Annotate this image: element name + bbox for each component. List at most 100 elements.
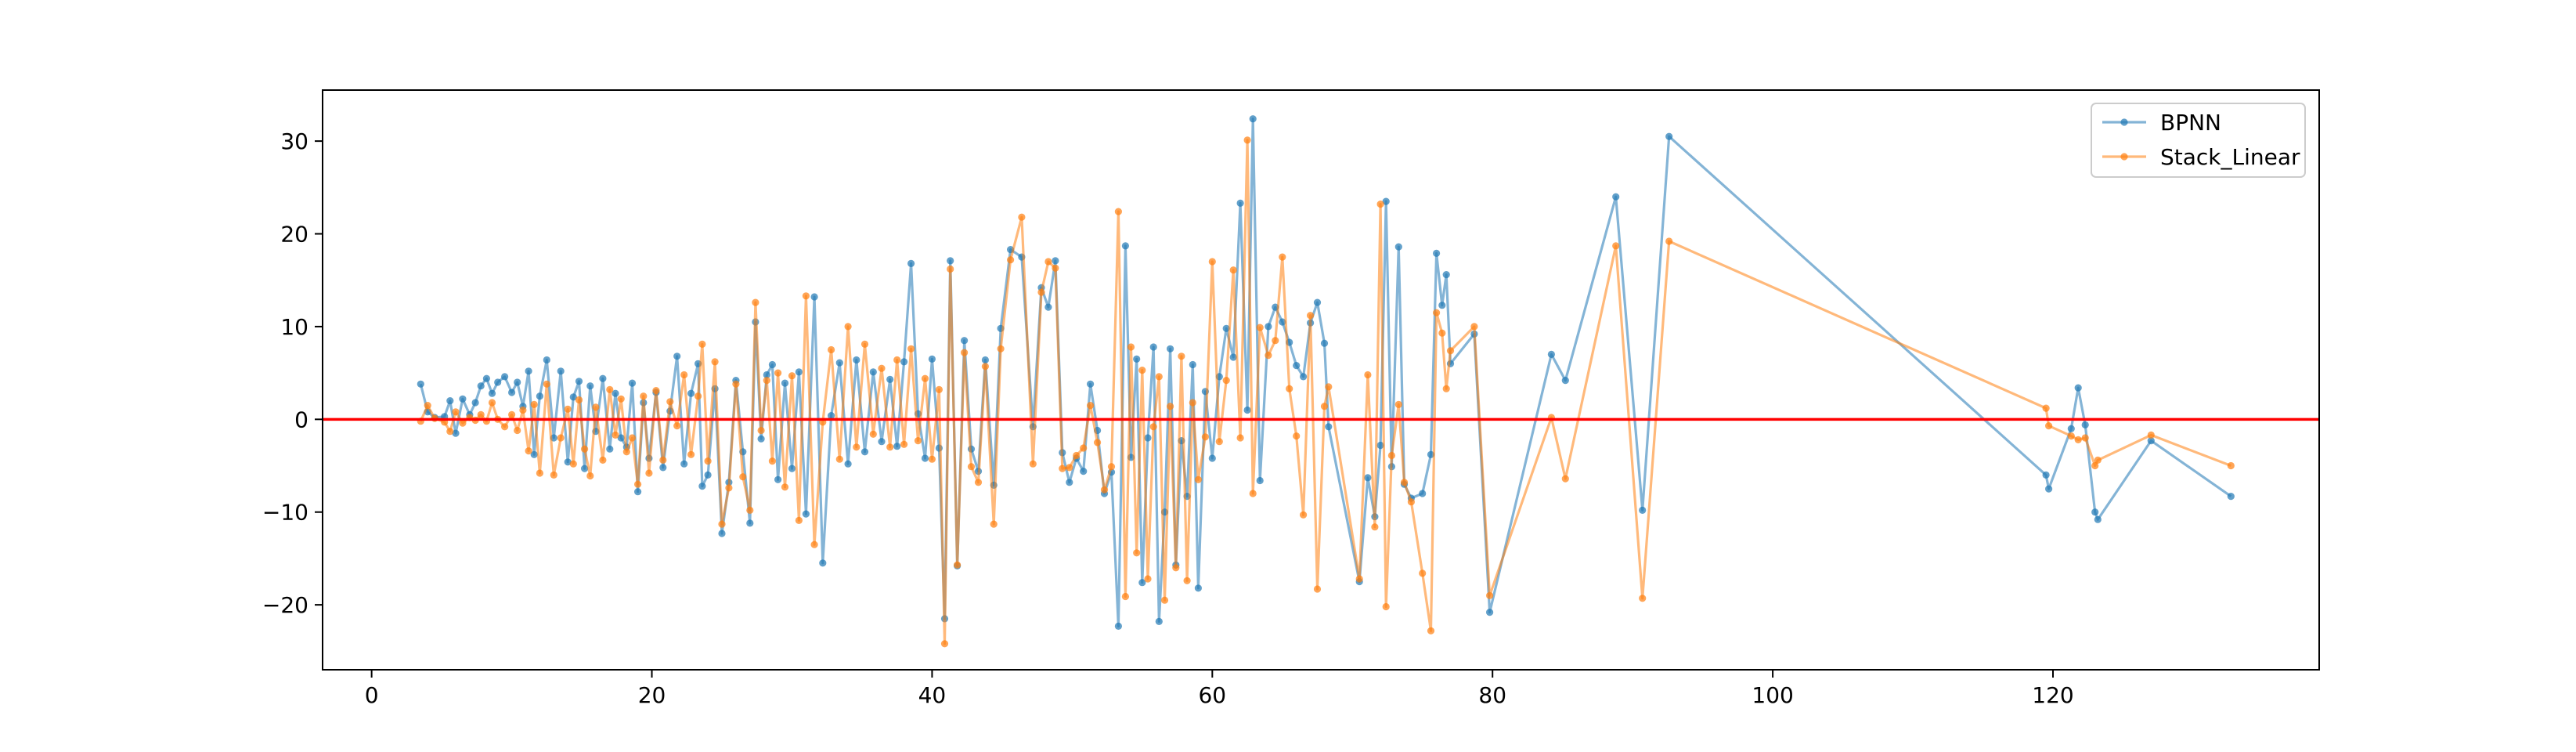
- data-point-bpnn: [2074, 384, 2082, 392]
- data-point-stack-linear: [1087, 402, 1095, 410]
- data-point-bpnn: [687, 389, 695, 397]
- data-point-stack-linear: [569, 460, 577, 468]
- data-point-stack-linear: [954, 561, 961, 569]
- data-point-bpnn: [768, 360, 777, 369]
- data-point-stack-linear: [2081, 434, 2089, 442]
- data-point-stack-linear: [1172, 564, 1180, 572]
- y-tick-label: −20: [262, 592, 308, 618]
- data-point-stack-linear: [1018, 213, 1026, 221]
- data-point-stack-linear: [666, 398, 674, 406]
- data-point-stack-linear: [1194, 475, 1202, 483]
- legend-entry-bpnn[interactable]: BPNN: [2102, 110, 2221, 136]
- data-point-stack-linear: [2042, 404, 2050, 412]
- data-point-stack-linear: [1201, 433, 1209, 441]
- legend-swatch-marker: [2120, 153, 2128, 161]
- data-point-bpnn: [981, 356, 989, 364]
- data-point-stack-linear: [1265, 352, 1272, 360]
- data-point-bpnn: [536, 392, 544, 400]
- data-point-bpnn: [1133, 355, 1141, 363]
- data-point-stack-linear: [961, 349, 969, 356]
- data-point-bpnn: [659, 464, 667, 472]
- legend-entry-stack-linear[interactable]: Stack_Linear: [2102, 144, 2300, 170]
- data-point-bpnn: [869, 368, 877, 376]
- data-point-stack-linear: [886, 443, 894, 451]
- y-tick-label: 10: [280, 314, 308, 340]
- data-point-bpnn: [612, 389, 619, 397]
- data-point-bpnn: [907, 259, 915, 267]
- data-point-stack-linear: [795, 516, 803, 525]
- data-point-bpnn: [514, 378, 521, 386]
- axes-frame: [322, 89, 2320, 671]
- y-tick-label: 20: [280, 222, 308, 248]
- data-point-stack-linear: [757, 426, 765, 435]
- data-point-bpnn: [1066, 479, 1073, 486]
- data-point-bpnn: [788, 465, 796, 472]
- data-point-bpnn: [543, 356, 550, 364]
- data-point-bpnn: [718, 530, 726, 537]
- data-point-stack-linear: [1279, 253, 1286, 261]
- data-point-bpnn: [494, 378, 502, 386]
- data-point-stack-linear: [1407, 498, 1415, 506]
- data-point-stack-linear: [652, 387, 660, 395]
- data-point-bpnn: [1394, 243, 1402, 251]
- data-point-stack-linear: [1387, 451, 1395, 460]
- data-point-stack-linear: [1364, 371, 1372, 379]
- data-point-stack-linear: [835, 455, 843, 463]
- data-point-bpnn: [1155, 617, 1163, 626]
- data-point-stack-linear: [921, 374, 929, 382]
- data-point-stack-linear: [2074, 436, 2082, 444]
- data-point-bpnn: [1138, 579, 1146, 587]
- data-point-stack-linear: [1138, 367, 1146, 374]
- data-point-bpnn: [2227, 493, 2235, 501]
- data-point-stack-linear: [869, 430, 877, 438]
- data-point-bpnn: [819, 559, 827, 567]
- data-point-bpnn: [628, 379, 637, 387]
- data-point-stack-linear: [711, 358, 719, 366]
- data-point-stack-linear: [1376, 201, 1384, 208]
- data-point-stack-linear: [1639, 595, 1647, 602]
- data-point-stack-linear: [1029, 460, 1037, 468]
- data-point-bpnn: [1612, 193, 1620, 201]
- data-point-stack-linear: [1114, 208, 1122, 215]
- data-point-bpnn: [1229, 353, 1237, 361]
- legend[interactable]: BPNN Stack_Linear: [2091, 103, 2306, 178]
- data-point-bpnn: [704, 471, 712, 479]
- data-point-bpnn: [1639, 506, 1647, 515]
- data-point-stack-linear: [746, 506, 754, 515]
- legend-swatch-marker: [2120, 118, 2128, 126]
- data-point-bpnn: [1313, 298, 1322, 306]
- data-point-bpnn: [781, 379, 789, 387]
- plot-clip-group: [323, 115, 2319, 648]
- data-point-stack-linear: [1272, 337, 1279, 345]
- data-point-stack-linear: [687, 450, 695, 458]
- data-point-stack-linear: [586, 472, 594, 480]
- data-point-bpnn: [1249, 115, 1257, 123]
- data-point-stack-linear: [659, 456, 667, 465]
- data-point-stack-linear: [1382, 602, 1390, 611]
- data-point-stack-linear: [508, 410, 516, 419]
- data-point-stack-linear: [860, 340, 869, 348]
- data-point-bpnn: [860, 448, 869, 456]
- data-point-bpnn: [1265, 323, 1272, 331]
- data-point-bpnn: [606, 445, 614, 453]
- data-point-stack-linear: [1037, 288, 1045, 296]
- data-point-bpnn: [452, 429, 460, 437]
- data-point-bpnn: [1189, 360, 1196, 369]
- data-point-stack-linear: [1256, 324, 1264, 331]
- data-point-stack-linear: [530, 400, 538, 408]
- data-point-stack-linear: [935, 385, 943, 393]
- data-point-stack-linear: [763, 377, 770, 385]
- data-point-stack-linear: [525, 447, 532, 455]
- data-point-bpnn: [575, 378, 583, 385]
- data-point-bpnn: [1376, 441, 1384, 450]
- data-point-stack-linear: [599, 456, 607, 465]
- data-point-stack-linear: [612, 431, 619, 439]
- data-point-stack-linear: [974, 479, 983, 486]
- data-point-stack-linear: [2094, 456, 2102, 465]
- data-point-stack-linear: [1313, 585, 1322, 593]
- data-point-bpnn: [1279, 318, 1286, 326]
- data-point-bpnn: [2067, 425, 2075, 432]
- data-point-bpnn: [886, 375, 894, 383]
- data-point-bpnn: [2094, 515, 2102, 523]
- data-point-bpnn: [1208, 454, 1216, 462]
